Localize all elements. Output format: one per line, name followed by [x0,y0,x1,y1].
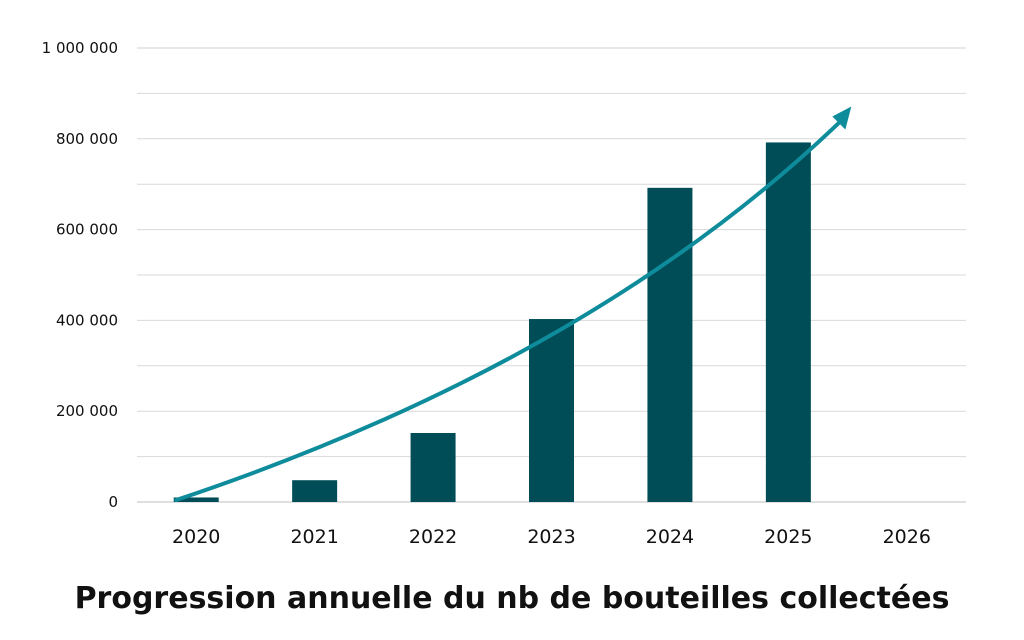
bar-2025 [765,142,811,502]
y-tick-label: 800 000 [56,130,118,148]
x-tick-label: 2020 [172,526,220,548]
x-tick-label: 2024 [646,526,694,548]
bar-2022 [410,432,456,502]
y-axis-ticks: 0 200 000 400 000 600 000 800 000 1 000 000 [42,39,118,511]
x-tick-label: 2021 [290,526,338,548]
y-tick-label: 200 000 [56,402,118,420]
y-tick-label: 0 [108,493,118,511]
x-axis-ticks: 2020 2021 2022 2023 2024 2025 2026 [172,526,931,548]
bar-2021 [292,480,338,502]
x-tick-label: 2025 [764,526,812,548]
bar-2023 [529,319,574,502]
bars [173,142,811,502]
trend-arrowhead [832,106,852,130]
trend-curve [174,117,845,502]
y-tick-label: 400 000 [56,311,118,329]
chart-title: Progression annuelle du nb de bouteilles… [75,581,950,616]
bar-2024 [647,187,693,502]
x-tick-label: 2026 [883,526,931,548]
trend-arrow [174,106,852,502]
x-tick-label: 2023 [527,526,575,548]
x-tick-label: 2022 [409,526,457,548]
y-tick-label: 1 000 000 [42,39,118,57]
y-tick-label: 600 000 [56,221,118,239]
bar-2020 [173,497,219,502]
